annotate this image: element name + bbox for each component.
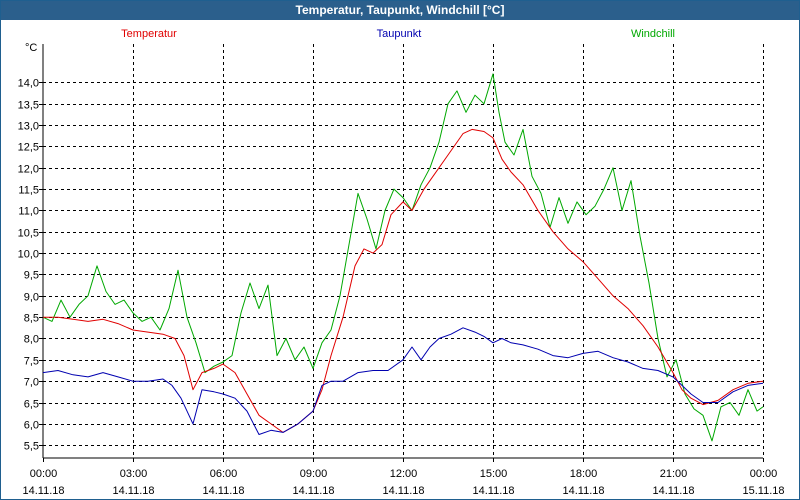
x-tick-date-label: 14.11.18 xyxy=(112,485,154,497)
x-tick-date-label: 14.11.18 xyxy=(22,485,64,497)
x-tick-time-label: 00:00 xyxy=(30,468,58,480)
x-tick-time-label: 21:00 xyxy=(660,468,688,480)
y-tick-label: 11,0 xyxy=(18,206,39,218)
y-tick-label: 7,5 xyxy=(24,356,39,368)
x-tick-time-label: 00:00 xyxy=(750,468,778,480)
x-tick-date-label: 15.11.18 xyxy=(742,485,784,497)
y-tick-label: 9,0 xyxy=(24,292,39,304)
y-tick-label: 7,0 xyxy=(24,377,39,389)
y-tick-label: 13,5 xyxy=(18,100,39,112)
y-tick-label: 6,0 xyxy=(24,420,39,432)
x-tick-labels: 00:00 14.11.18 03:00 14.11.18 06:00 14.11.18 0… xyxy=(22,468,784,497)
x-tick-date-label: 14.11.18 xyxy=(292,485,334,497)
y-tick-label: 11,5 xyxy=(18,185,39,197)
y-tick-label: 10,5 xyxy=(18,228,39,240)
legend-windchill: Windchill xyxy=(631,28,675,40)
x-tick-time-label: 12:00 xyxy=(390,468,418,480)
legend-taupunkt: Taupunkt xyxy=(377,28,422,40)
x-tick-time-label: 06:00 xyxy=(210,468,238,480)
y-tick-label: 8,0 xyxy=(24,334,39,346)
y-tick-label: 14,0 xyxy=(18,78,39,90)
y-tick-label: 13,0 xyxy=(18,121,39,133)
axes xyxy=(42,44,763,459)
x-tick-date-label: 14.11.18 xyxy=(202,485,244,497)
y-tick-label: 8,5 xyxy=(24,313,39,325)
y-tick-label: 5,5 xyxy=(24,441,39,453)
x-tick-time-label: 03:00 xyxy=(120,468,148,480)
x-tick-time-label: 18:00 xyxy=(570,468,598,480)
x-tick-date-label: 14.11.18 xyxy=(562,485,604,497)
x-tick-date-label: 14.11.18 xyxy=(652,485,694,497)
y-tick-label: 9,5 xyxy=(24,270,39,282)
x-tick-date-label: 14.11.18 xyxy=(472,485,514,497)
legend: Temperatur Taupunkt Windchill xyxy=(121,28,675,40)
series-lines xyxy=(42,73,764,442)
y-tick-label: 12,5 xyxy=(18,142,39,154)
y-tick-label: 12,0 xyxy=(18,164,39,176)
x-tick-date-label: 14.11.18 xyxy=(382,485,424,497)
legend-temperatur: Temperatur xyxy=(121,28,177,40)
x-tick-time-label: 09:00 xyxy=(300,468,328,480)
window-title: Temperatur, Taupunkt, Windchill [°C] xyxy=(1,1,799,20)
y-tick-label: 10,0 xyxy=(18,249,39,261)
chart-canvas: 5,5 6,0 6,5 7,0 7,5 8,0 8,5 9,0 9,5 10,0 10,5 11,0 1… xyxy=(1,20,799,499)
y-tick-label: 6,5 xyxy=(24,399,39,411)
x-tick-time-label: 15:00 xyxy=(480,468,508,480)
chart-background xyxy=(1,20,799,499)
series-line-temperatur xyxy=(43,128,764,433)
series-line-taupunkt xyxy=(42,327,764,435)
y-tick-labels: 5,5 6,0 6,5 7,0 7,5 8,0 8,5 9,0 9,5 10,0 10,5 11,0 1… xyxy=(18,78,39,453)
series-line-windchill xyxy=(42,73,764,442)
grid-lines xyxy=(39,44,764,462)
y-axis-label: °C xyxy=(25,42,37,54)
